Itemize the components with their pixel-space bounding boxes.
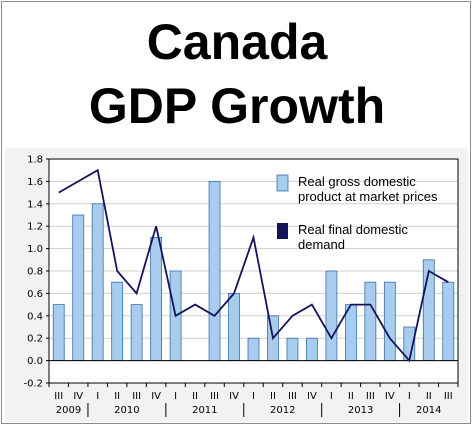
legend-bar-label: product at market prices bbox=[298, 189, 438, 204]
gdp-bar bbox=[208, 181, 221, 361]
gdp-bar bbox=[364, 281, 377, 361]
x-category-label: IV bbox=[229, 391, 239, 402]
gdp-bar bbox=[150, 237, 163, 361]
x-category-label: II bbox=[426, 391, 432, 402]
legend-bar-swatch bbox=[276, 174, 289, 192]
title-line-1: Canada bbox=[146, 14, 328, 70]
x-category-label: IV bbox=[151, 391, 161, 402]
gdp-bar bbox=[130, 304, 143, 362]
x-category-label: I bbox=[174, 391, 177, 402]
x-category-label: II bbox=[114, 391, 120, 402]
x-year-label: 2009 bbox=[56, 405, 81, 416]
x-category-label: I bbox=[408, 391, 411, 402]
x-category-label: IV bbox=[73, 391, 83, 402]
x-year-label: 2013 bbox=[348, 405, 373, 416]
x-category-label: III bbox=[288, 391, 297, 402]
gdp-bar bbox=[286, 337, 299, 361]
x-category-label: I bbox=[330, 391, 333, 402]
gdp-bar bbox=[111, 281, 124, 361]
gdp-bar bbox=[383, 281, 396, 361]
x-category-label: III bbox=[54, 391, 63, 402]
gdp-bar bbox=[72, 214, 85, 362]
x-category-label: I bbox=[252, 391, 255, 402]
x-category-label: I bbox=[96, 391, 99, 402]
gdp-bar bbox=[91, 203, 104, 362]
y-tick-label: 1.4 bbox=[27, 199, 43, 210]
x-category-label: IV bbox=[385, 391, 395, 402]
gdp-bar bbox=[52, 304, 65, 362]
gdp-bar bbox=[247, 337, 260, 361]
y-tick-label: 0.8 bbox=[27, 267, 43, 278]
legend-line-label: demand bbox=[298, 237, 345, 252]
y-tick-label: 0.2 bbox=[27, 334, 43, 345]
x-year-label: 2012 bbox=[270, 405, 295, 416]
gdp-bar bbox=[442, 281, 455, 361]
title-block: Canada GDP Growth bbox=[0, 10, 474, 138]
y-tick-label: 1.0 bbox=[27, 244, 43, 255]
gdp-bar bbox=[325, 270, 338, 361]
x-year-label: 2010 bbox=[114, 405, 139, 416]
legend-line-swatch bbox=[277, 223, 288, 239]
gdp-bar bbox=[228, 292, 240, 361]
y-tick-label: 0.0 bbox=[27, 356, 43, 367]
x-category-label: III bbox=[366, 391, 375, 402]
x-category-label: III bbox=[132, 391, 141, 402]
gdp-bar bbox=[306, 337, 318, 361]
x-year-label: 2014 bbox=[416, 405, 441, 416]
legend-line-label: Real final domestic bbox=[298, 222, 408, 237]
y-tick-label: 1.6 bbox=[27, 177, 43, 188]
x-category-label: IV bbox=[307, 391, 317, 402]
y-tick-label: -0.2 bbox=[23, 379, 43, 390]
chart-panel: -0.2 0.0 0.2 0.4 0.6 0.8 1.0 1.2 1.4 1.6 1.8 III IV I… bbox=[5, 148, 468, 422]
y-tick-label: 0.4 bbox=[27, 311, 43, 322]
y-tick-label: 1.2 bbox=[27, 222, 43, 233]
x-category-label: II bbox=[270, 391, 276, 402]
legend-bar-label: Real gross domestic bbox=[298, 174, 416, 189]
title-line-2: GDP Growth bbox=[88, 78, 386, 134]
y-tick-label: 0.6 bbox=[27, 289, 43, 300]
x-year-label: 2011 bbox=[192, 405, 217, 416]
x-category-label: III bbox=[444, 391, 453, 402]
x-category-label: III bbox=[210, 391, 219, 402]
y-tick-label: 1.8 bbox=[27, 155, 43, 166]
x-category-label: II bbox=[192, 391, 198, 402]
plot-border bbox=[48, 158, 459, 384]
x-category-label: II bbox=[348, 391, 354, 402]
